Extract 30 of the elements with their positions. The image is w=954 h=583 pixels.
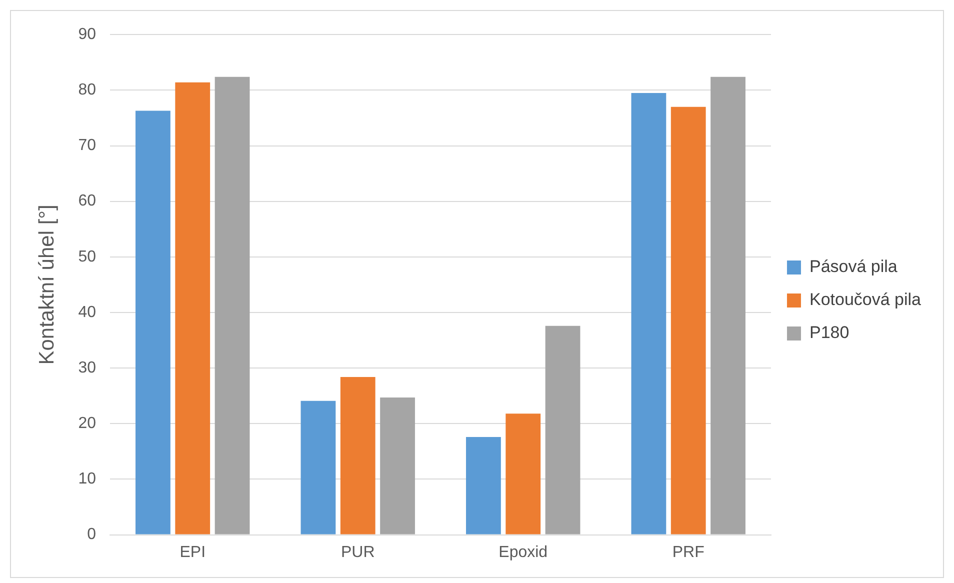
y-tick-label: 30 [78,359,96,376]
x-tick-label: EPI [180,544,206,561]
y-tick-label: 10 [78,470,96,488]
x-tick-label: PUR [340,544,375,561]
y-tick-label: 0 [87,526,96,544]
bar [506,414,541,534]
y-tick-label: 60 [78,192,96,210]
bar [214,76,250,534]
bar [670,106,706,534]
y-tick-label: 50 [78,248,96,266]
y-tick-label: 70 [78,137,96,154]
bar [466,436,501,534]
bar [340,376,376,534]
y-tick-label: 20 [78,415,96,432]
bar [710,76,746,534]
y-axis-title: Kontaktní úhel [°] [35,204,58,365]
bar [380,398,415,534]
y-tick-label: 40 [78,304,96,321]
x-tick-label: Epoxid [498,544,548,561]
bar [631,92,666,534]
y-tick-label: 90 [78,26,96,44]
y-tick-label: 80 [78,82,96,99]
bar [175,82,210,534]
x-tick-label: PRF [672,544,705,561]
bar [545,326,580,534]
bar [136,110,170,534]
bar [300,400,336,534]
legend-label: Pásová pila [809,257,898,276]
legend-label: P180 [809,323,850,342]
legend-label: Kotoučová pila [809,290,922,310]
